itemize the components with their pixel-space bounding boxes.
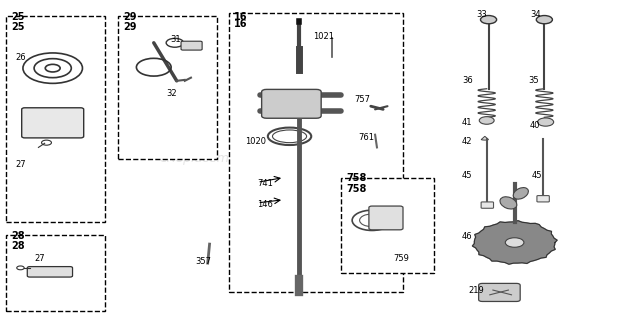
Text: 26: 26 [16, 53, 26, 61]
Circle shape [536, 16, 552, 24]
Text: 757: 757 [355, 95, 371, 104]
Ellipse shape [500, 197, 517, 209]
Text: 29: 29 [123, 12, 136, 23]
Text: 219: 219 [468, 286, 484, 294]
Ellipse shape [513, 188, 528, 199]
Polygon shape [472, 221, 557, 264]
Text: 146: 146 [257, 200, 273, 209]
FancyBboxPatch shape [27, 267, 73, 277]
Text: 759: 759 [394, 254, 410, 263]
Text: 761: 761 [358, 133, 374, 142]
Text: 45: 45 [532, 171, 542, 180]
Text: 27: 27 [16, 160, 26, 169]
FancyBboxPatch shape [22, 108, 84, 138]
Text: 31: 31 [170, 35, 181, 44]
Text: 36: 36 [462, 76, 472, 85]
Text: 28: 28 [11, 231, 25, 241]
FancyBboxPatch shape [537, 196, 549, 202]
Text: eReplacementParts.com: eReplacementParts.com [159, 152, 312, 165]
Text: 1021: 1021 [313, 32, 334, 41]
Circle shape [505, 238, 524, 247]
Text: 16: 16 [234, 19, 248, 29]
Text: 25: 25 [11, 22, 25, 32]
FancyBboxPatch shape [181, 41, 202, 50]
Text: 42: 42 [462, 137, 472, 146]
Text: 758: 758 [346, 184, 366, 194]
Circle shape [480, 16, 497, 24]
Text: 758: 758 [346, 172, 366, 183]
Wedge shape [481, 136, 489, 140]
Text: 40: 40 [530, 121, 541, 130]
Bar [6, 235, 105, 311]
Text: 32: 32 [166, 89, 177, 98]
Text: 41: 41 [462, 118, 472, 126]
Text: 35: 35 [528, 76, 539, 85]
Text: 45: 45 [462, 171, 472, 180]
Circle shape [479, 117, 494, 124]
Text: 34: 34 [530, 10, 541, 19]
FancyBboxPatch shape [369, 206, 403, 230]
Bar [6, 16, 105, 222]
Text: 46: 46 [462, 232, 472, 241]
Text: 33: 33 [476, 10, 487, 19]
Text: 741: 741 [257, 179, 273, 188]
Text: 1020: 1020 [245, 137, 266, 146]
Bar [118, 16, 217, 158]
Text: 28: 28 [11, 241, 25, 251]
FancyBboxPatch shape [262, 89, 321, 118]
Text: 29: 29 [123, 22, 136, 32]
FancyBboxPatch shape [479, 283, 520, 301]
FancyBboxPatch shape [481, 202, 494, 208]
Text: 357: 357 [195, 257, 211, 266]
Text: 27: 27 [34, 254, 45, 263]
Text: 16: 16 [234, 12, 248, 23]
Circle shape [538, 118, 554, 126]
Bar [229, 13, 403, 292]
Text: 25: 25 [11, 12, 25, 23]
Bar [341, 178, 434, 273]
